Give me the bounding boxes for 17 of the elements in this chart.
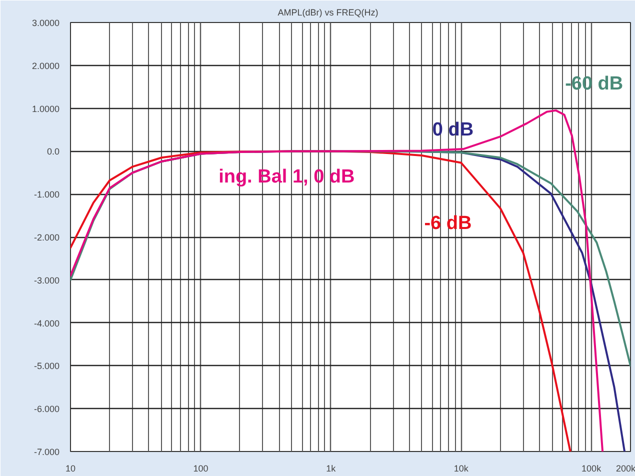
x-tick-label: 10k bbox=[454, 464, 469, 474]
y-tick-label: 3.0000 bbox=[32, 18, 60, 28]
x-tick-label: 10 bbox=[65, 464, 76, 474]
y-tick-label: -2.000 bbox=[34, 232, 60, 242]
x-tick-label: 100 bbox=[193, 464, 208, 474]
chart-title: AMPL(dBr) vs FREQ(Hz) bbox=[278, 8, 378, 18]
x-tick-label: 100k bbox=[582, 464, 602, 474]
y-tick-label: -6.000 bbox=[34, 404, 60, 414]
y-tick-label: 1.0000 bbox=[32, 104, 60, 114]
y-tick-label: -1.000 bbox=[34, 190, 60, 200]
y-tick-label: 2.0000 bbox=[32, 60, 60, 71]
y-tick-label: -3.000 bbox=[34, 275, 60, 286]
y-tick-label: 0.0 bbox=[46, 146, 60, 157]
y-tick-label: -5.000 bbox=[34, 361, 60, 372]
y-tick-label: -4.000 bbox=[34, 318, 60, 328]
y-tick-label: -7.000 bbox=[34, 447, 60, 457]
x-tick-label: 1k bbox=[326, 464, 336, 474]
